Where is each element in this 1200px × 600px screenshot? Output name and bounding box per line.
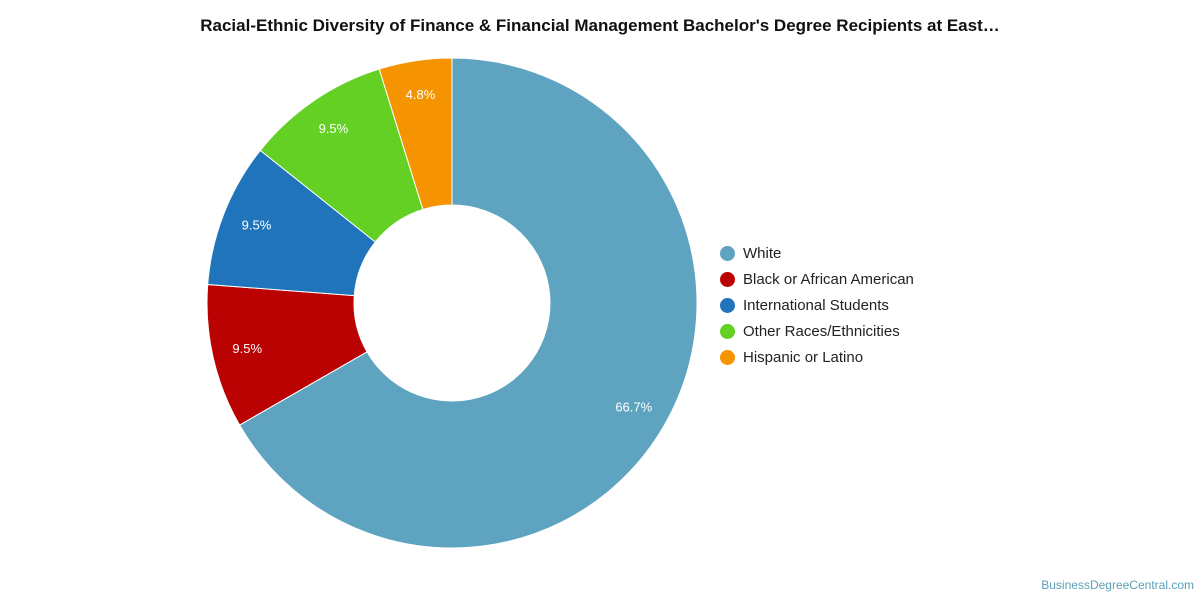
legend-swatch — [720, 349, 735, 365]
legend-item-white[interactable]: White — [720, 240, 914, 266]
legend-label: Black or African American — [743, 270, 914, 288]
slice-value-label: 9.5% — [242, 218, 272, 233]
legend: White Black or African American Internat… — [720, 240, 914, 370]
legend-label: Hispanic or Latino — [743, 348, 864, 366]
slice-value-label: 4.8% — [406, 87, 436, 102]
donut-slice-white[interactable] — [238, 57, 698, 549]
slice-value-label: 9.5% — [319, 121, 349, 136]
legend-label: White — [743, 244, 782, 262]
slice-value-label: 66.7% — [615, 400, 652, 415]
legend-item-other-races-ethnicities[interactable]: Other Races/Ethnicities — [720, 318, 914, 344]
legend-item-black-or-african-american[interactable]: Black or African American — [720, 266, 914, 292]
source-credit[interactable]: BusinessDegreeCentral.com — [1041, 578, 1194, 592]
legend-swatch — [720, 323, 735, 339]
donut-slice-hispanic-or-latino[interactable] — [378, 57, 453, 211]
legend-swatch — [720, 245, 735, 261]
legend-swatch — [720, 271, 735, 287]
legend-label: Other Races/Ethnicities — [743, 322, 900, 340]
legend-swatch — [720, 297, 735, 313]
slice-value-label: 9.5% — [232, 341, 262, 356]
legend-label: International Students — [743, 296, 889, 314]
chart-title: Racial-Ethnic Diversity of Finance & Fin… — [200, 16, 1000, 35]
legend-item-international-students[interactable]: International Students — [720, 292, 914, 318]
legend-item-hispanic-or-latino[interactable]: Hispanic or Latino — [720, 344, 914, 370]
